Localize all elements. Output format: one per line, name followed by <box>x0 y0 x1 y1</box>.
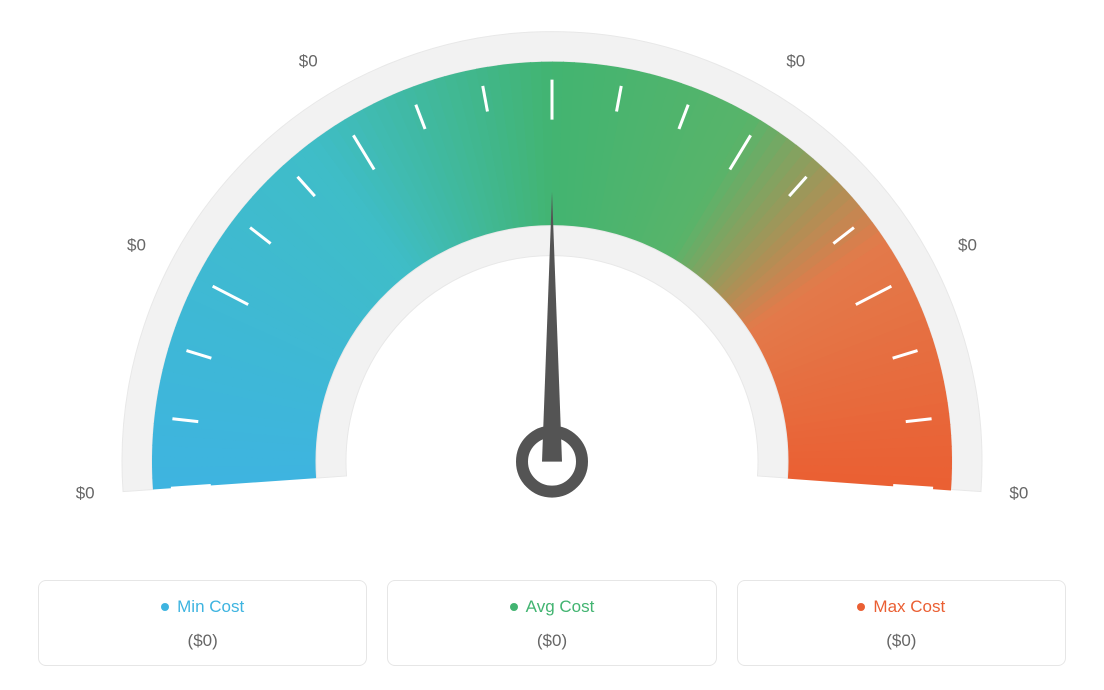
legend-card-min: Min Cost ($0) <box>38 580 367 666</box>
gauge-axis-label: $0 <box>76 484 95 503</box>
gauge-axis-label: $0 <box>786 52 805 71</box>
gauge-axis-label: $0 <box>299 52 318 71</box>
gauge-svg: $0$0$0$0$0$0$0 <box>52 2 1052 582</box>
legend-dot-max <box>857 603 865 611</box>
legend-card-max: Max Cost ($0) <box>737 580 1066 666</box>
gauge-chart: $0$0$0$0$0$0$0 <box>0 0 1104 560</box>
legend-value-avg: ($0) <box>388 631 715 651</box>
gauge-axis-label: $0 <box>127 236 146 255</box>
legend-label-avg: Avg Cost <box>526 597 595 617</box>
legend-label-max: Max Cost <box>873 597 945 617</box>
legend-title-max: Max Cost <box>857 597 945 617</box>
legend-dot-avg <box>510 603 518 611</box>
gauge-axis-label: $0 <box>1009 484 1028 503</box>
legend-value-max: ($0) <box>738 631 1065 651</box>
legend-row: Min Cost ($0) Avg Cost ($0) Max Cost ($0… <box>0 580 1104 690</box>
legend-card-avg: Avg Cost ($0) <box>387 580 716 666</box>
legend-title-min: Min Cost <box>161 597 244 617</box>
legend-label-min: Min Cost <box>177 597 244 617</box>
legend-title-avg: Avg Cost <box>510 597 595 617</box>
legend-dot-min <box>161 603 169 611</box>
gauge-axis-label: $0 <box>958 236 977 255</box>
legend-value-min: ($0) <box>39 631 366 651</box>
